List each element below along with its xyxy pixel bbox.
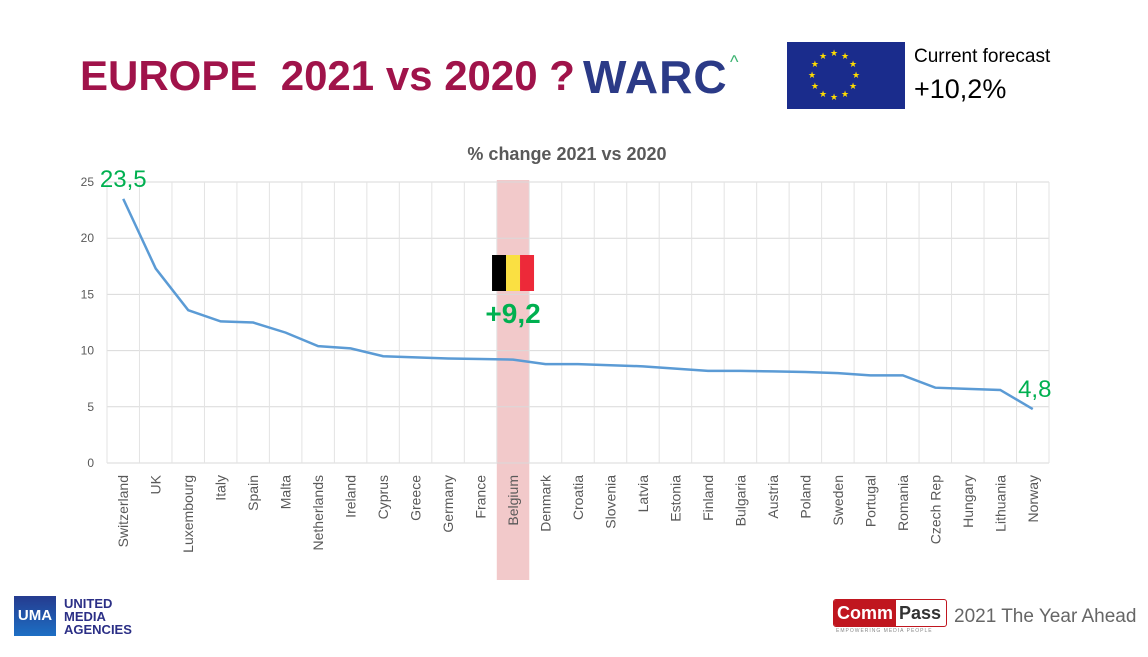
star-icon: ★ (841, 51, 849, 61)
x-tick-label: Italy (213, 475, 229, 501)
x-tick-label: Germany (440, 475, 456, 533)
x-tick-label: Netherlands (310, 475, 326, 551)
chart-title: % change 2021 vs 2020 (467, 144, 666, 164)
star-icon: ★ (830, 92, 838, 102)
eu-flag-icon: ★ ★ ★ ★ ★ ★ ★ ★ ★ ★ ★ ★ (787, 42, 905, 109)
uma-logo: UMA (14, 596, 56, 636)
x-tick-label: Hungary (960, 475, 976, 528)
warc-logo: WARC (583, 51, 728, 103)
x-tick-label: Portugal (862, 475, 878, 527)
commpass-tagline: EMPOWERING MEDIA PEOPLE (836, 628, 933, 634)
forecast-value: +10,2% (914, 74, 1007, 104)
star-icon: ★ (819, 89, 827, 99)
star-icon: ★ (819, 51, 827, 61)
x-tick-label: Austria (765, 475, 781, 519)
x-tick-label: Switzerland (115, 475, 131, 547)
star-icon: ★ (849, 59, 857, 69)
x-tick-label: Croatia (570, 475, 586, 520)
y-tick-label: 20 (81, 231, 95, 245)
commpass-logo: Comm Pass (833, 599, 947, 627)
x-tick-label: Cyprus (375, 475, 391, 519)
uma-name: UNITED MEDIA AGENCIES (64, 597, 132, 636)
y-tick-label: 15 (81, 287, 95, 301)
x-tick-label: France (473, 475, 489, 519)
x-tick-label: Denmark (538, 474, 554, 532)
star-icon: ★ (841, 89, 849, 99)
data-label: 4,8 (1018, 376, 1051, 403)
star-icon: ★ (849, 81, 857, 91)
data-label: 23,5 (100, 166, 147, 193)
belgium-flag-icon (506, 255, 521, 291)
x-tick-label: Norway (1025, 475, 1041, 522)
y-tick-label: 5 (87, 400, 94, 414)
x-tick-label: Slovenia (602, 475, 618, 529)
star-icon: ★ (830, 48, 838, 58)
series-line (122, 198, 1034, 411)
x-tick-label: Belgium (505, 475, 521, 526)
commpass-comm: Comm (834, 600, 897, 626)
x-tick-label: Lithuania (992, 475, 1008, 532)
x-tick-label: Malta (278, 475, 294, 509)
footer-tagline: 2021 The Year Ahead (954, 606, 1137, 627)
x-tick-label: UK (148, 474, 164, 494)
star-icon: ★ (811, 81, 819, 91)
page-title: EUROPE 2021 vs 2020 ? (80, 52, 575, 99)
data-label: +9,2 (485, 298, 540, 329)
x-tick-label: Finland (700, 475, 716, 521)
x-tick-label: Bulgaria (732, 475, 748, 527)
x-tick-label: Estonia (667, 475, 683, 522)
x-tick-label: Greece (408, 475, 424, 521)
uma-name-line: MEDIA (64, 609, 106, 624)
belgium-flag-icon (520, 255, 535, 291)
highlight-band (496, 180, 530, 580)
forecast-label: Current forecast (914, 46, 1051, 67)
x-tick-label: Sweden (830, 475, 846, 526)
star-icon: ★ (808, 70, 816, 80)
commpass-pass: Pass (899, 603, 942, 623)
x-tick-label: Spain (245, 475, 261, 511)
y-tick-label: 25 (81, 175, 95, 189)
x-tick-label: Poland (797, 475, 813, 519)
uma-name-line: UNITED (64, 596, 113, 611)
x-tick-label: Luxembourg (180, 475, 196, 553)
star-icon: ★ (852, 70, 860, 80)
line-chart: % change 2021 vs 2020 0 5 10 15 20 25 Switzerl… (81, 144, 1051, 580)
star-icon: ★ (811, 59, 819, 69)
x-tick-label: Latvia (635, 475, 651, 513)
y-tick-label: 10 (81, 344, 95, 358)
x-tick-label: Romania (895, 475, 911, 531)
warc-logo-mark: ^ (730, 52, 739, 72)
y-tick-label: 0 (87, 456, 94, 470)
x-tick-label: Czech Rep (927, 475, 943, 544)
x-tick-label: Ireland (343, 475, 359, 518)
belgium-flag-icon (492, 255, 507, 291)
uma-name-line: AGENCIES (64, 622, 132, 637)
